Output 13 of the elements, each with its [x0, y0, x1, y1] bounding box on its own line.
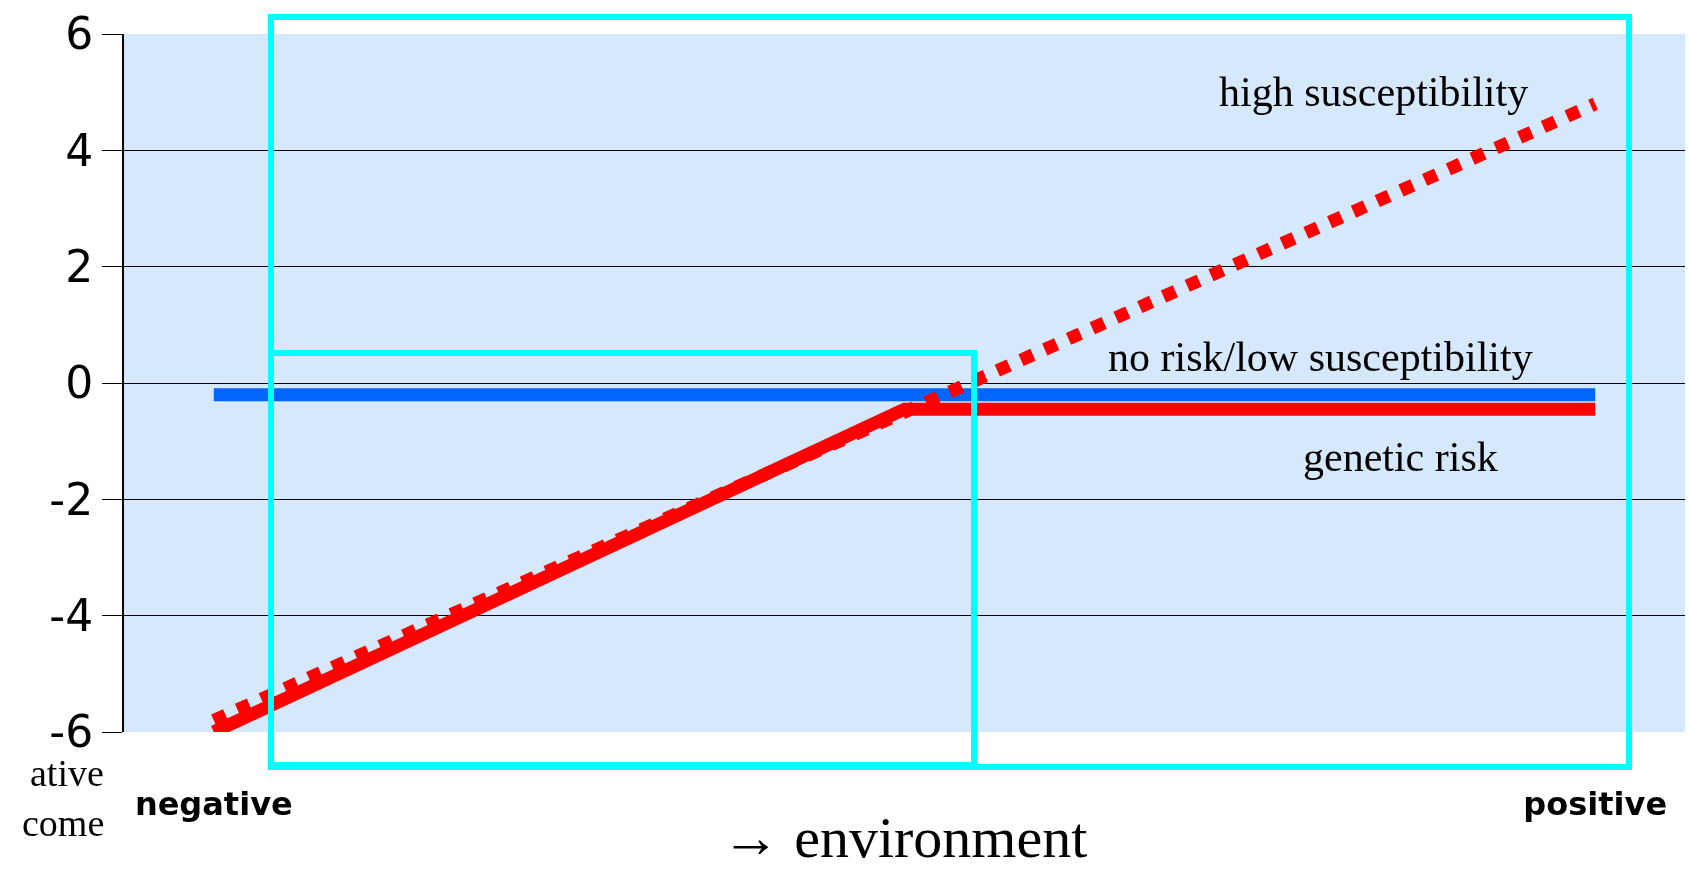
y-tick-label: -4: [49, 590, 94, 642]
y-tick-label: 4: [65, 124, 94, 176]
series-label: no risk/low susceptibility: [1108, 334, 1533, 380]
x-tick-label: positive: [1523, 785, 1668, 823]
y-tick-label: 6: [65, 8, 94, 60]
series-label: genetic risk: [1303, 434, 1498, 480]
x-tick-label: negative: [134, 785, 293, 823]
x-axis-title: → environment: [721, 805, 1088, 870]
text: come: [22, 802, 105, 844]
y-tick-label: 0: [65, 357, 94, 409]
series-label: high susceptibility: [1219, 69, 1529, 115]
y-tick-label: -2: [49, 473, 94, 525]
y-tick-label: 2: [65, 241, 94, 293]
